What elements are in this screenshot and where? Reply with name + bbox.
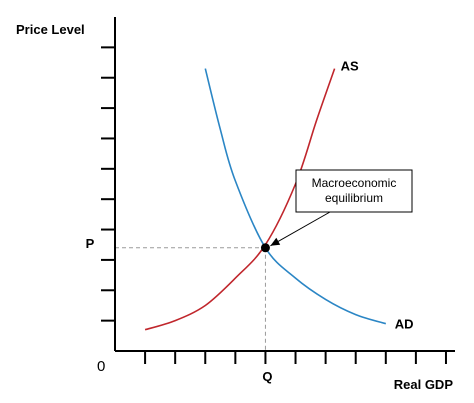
equilibrium-quantity-label: Q <box>262 369 272 384</box>
annotation-line-2: equilibrium <box>325 191 383 205</box>
as-curve-label: AS <box>341 59 359 74</box>
equilibrium-point <box>260 243 270 253</box>
annotation: Macroeconomic equilibrium <box>270 169 413 247</box>
ad-curve-label: AD <box>395 317 414 332</box>
annotation-box <box>295 169 413 213</box>
ad-curve <box>204 68 387 325</box>
equilibrium-price-label: P <box>86 236 95 251</box>
axes <box>101 17 455 364</box>
curves <box>144 68 387 331</box>
as-curve <box>144 68 336 331</box>
equilibrium-guides <box>115 247 266 351</box>
x-axis-title: Real GDP <box>394 377 454 392</box>
y-axis-title: Price Level <box>16 22 85 37</box>
origin-label: 0 <box>97 358 105 375</box>
annotation-arrowhead <box>270 237 281 246</box>
annotation-arrow <box>270 211 331 247</box>
annotation-line-1: Macroeconomic <box>312 176 397 190</box>
